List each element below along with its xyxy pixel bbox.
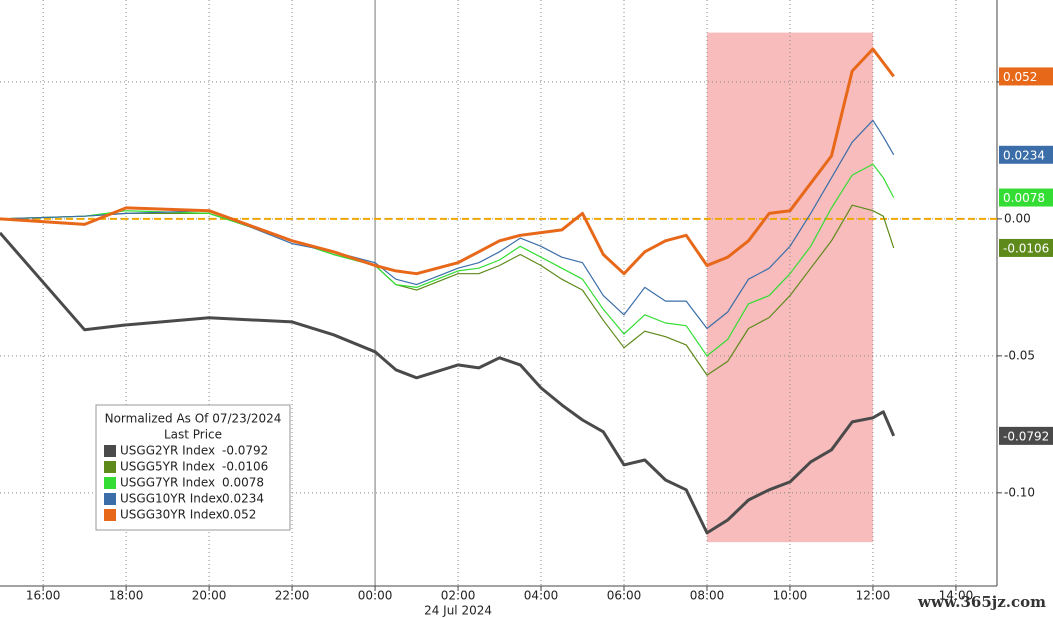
legend-value: 0.052	[222, 508, 256, 522]
last-price-box	[999, 238, 1053, 257]
x-tick-label: 16:00	[26, 589, 61, 603]
y-tick-label: -0.10	[1004, 485, 1035, 499]
legend-swatch	[104, 445, 116, 457]
series-line	[0, 163, 895, 357]
legend-label: USGG30YR Index	[120, 508, 223, 522]
legend-label: USGG2YR Index	[120, 444, 215, 458]
last-price-box	[999, 188, 1053, 207]
x-tick-label: 20:00	[192, 589, 227, 603]
legend-label: USGG7YR Index	[120, 476, 215, 490]
last-price-box	[999, 145, 1053, 164]
x-tick-label: 18:00	[109, 589, 144, 603]
series-line	[0, 47, 895, 276]
series-line	[0, 231, 896, 535]
x-tick-label: 06:00	[607, 589, 642, 603]
x-tick-label: 10:00	[773, 589, 808, 603]
y-tick-label: -0.05	[1004, 348, 1035, 362]
x-tick-label: 08:00	[690, 589, 725, 603]
last-price-label: 0.0078	[1003, 191, 1045, 205]
legend-swatch	[104, 509, 116, 521]
last-price-box	[999, 426, 1053, 445]
legend-title: Normalized As Of 07/23/2024	[105, 412, 282, 426]
x-tick-label: 04:00	[524, 589, 559, 603]
watermark: www.365jz.com	[917, 593, 1046, 611]
highlight-region	[706, 32, 873, 543]
legend-value: -0.0792	[222, 444, 268, 458]
legend-subtitle: Last Price	[164, 428, 222, 442]
y-tick-label: 0.00	[1004, 211, 1031, 225]
legend-value: 0.0078	[222, 476, 264, 490]
legend-label: USGG5YR Index	[120, 460, 215, 474]
legend-label: USGG10YR Index	[120, 492, 223, 506]
x-tick-label: 12:00	[856, 589, 891, 603]
last-price-label: -0.0106	[1003, 241, 1049, 255]
x-tick-label: 00:00	[358, 589, 393, 603]
legend-swatch	[104, 493, 116, 505]
last-price-label: 0.052	[1003, 70, 1037, 84]
legend: Normalized As Of 07/23/2024 Last Price USG…	[95, 404, 291, 531]
x-tick-label: 14:00	[939, 589, 974, 603]
x-tick-label: 22:00	[275, 589, 310, 603]
legend-swatch	[104, 461, 116, 473]
last-price-box	[999, 67, 1053, 86]
x-tick-label: 02:00	[441, 589, 476, 603]
legend-swatch	[104, 477, 116, 489]
last-price-label: 0.0234	[1003, 148, 1045, 162]
legend-value: 0.0234	[222, 492, 264, 506]
date-label: 24 Jul 2024	[424, 604, 492, 618]
legend-box	[95, 404, 291, 531]
legend-value: -0.0106	[222, 460, 268, 474]
last-price-label: -0.0792	[1003, 429, 1049, 443]
